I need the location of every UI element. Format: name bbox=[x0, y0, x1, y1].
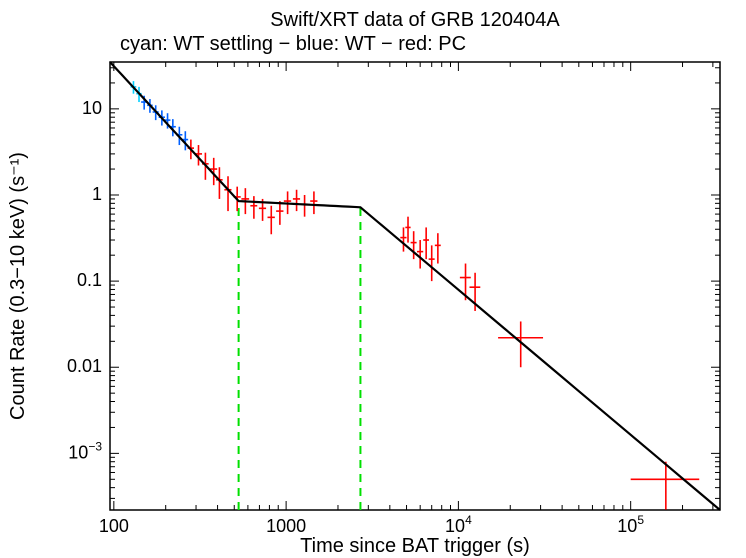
chart-subtitle: cyan: WT settling − blue: WT − red: PC bbox=[120, 33, 466, 55]
svg-text:0.01: 0.01 bbox=[67, 356, 102, 376]
svg-text:100: 100 bbox=[99, 516, 129, 536]
plot-box bbox=[110, 62, 720, 510]
y-ticks-major: 10−3 0.01 0.1 1 10 bbox=[67, 98, 720, 463]
x-ticks-minor bbox=[166, 62, 713, 510]
data-series bbox=[131, 81, 700, 510]
lightcurve-chart: Swift/XRT data of GRB 120404A cyan: WT s… bbox=[0, 0, 746, 558]
model-fit-line bbox=[110, 62, 720, 510]
chart-title: Swift/XRT data of GRB 120404A bbox=[270, 9, 560, 31]
svg-text:0.1: 0.1 bbox=[77, 270, 102, 290]
svg-text:105: 105 bbox=[617, 513, 644, 536]
x-ticks-major: 100 1000 104 105 bbox=[99, 62, 645, 536]
chart-container: Swift/XRT data of GRB 120404A cyan: WT s… bbox=[0, 0, 746, 558]
svg-text:1000: 1000 bbox=[266, 516, 306, 536]
svg-text:10−3: 10−3 bbox=[68, 439, 102, 462]
svg-text:10: 10 bbox=[82, 98, 102, 118]
series-pc bbox=[188, 140, 700, 510]
svg-text:1: 1 bbox=[92, 184, 102, 204]
y-axis-label: Count Rate (0.3−10 keV) (s⁻¹) bbox=[7, 152, 29, 420]
x-axis-label: Time since BAT trigger (s) bbox=[300, 535, 530, 557]
svg-text:104: 104 bbox=[445, 513, 472, 536]
break-lines bbox=[239, 201, 361, 510]
